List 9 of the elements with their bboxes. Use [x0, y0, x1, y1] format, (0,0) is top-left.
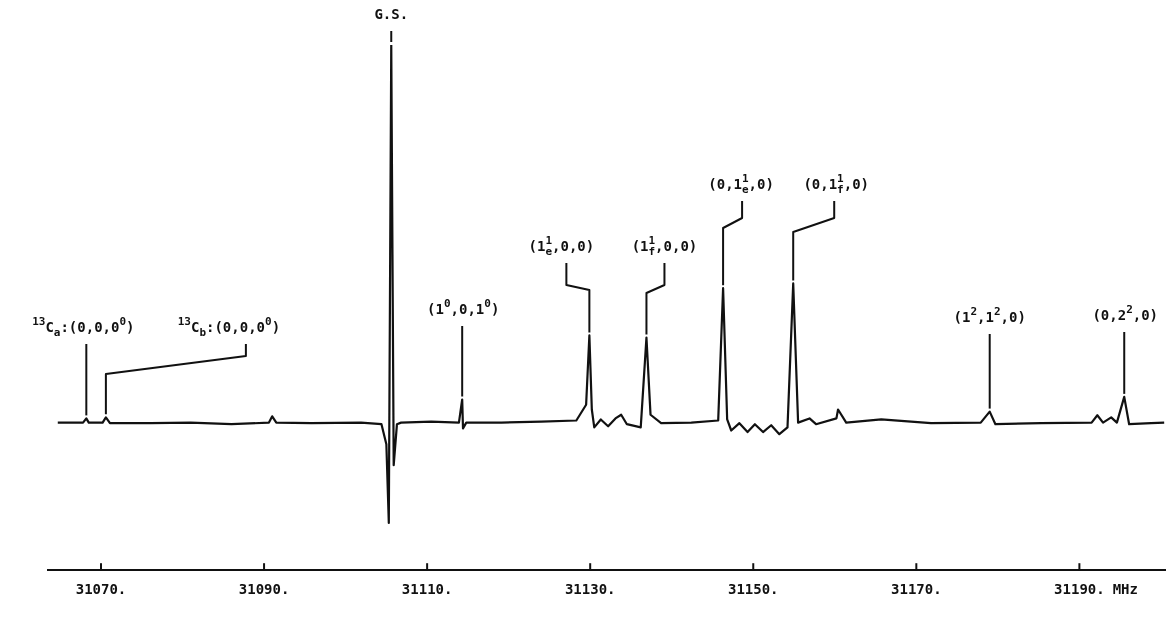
- x-tick-label: 31150.: [727, 581, 779, 598]
- x-tick-label: 31130.: [564, 581, 616, 598]
- x-tick-label: 31070.: [75, 581, 127, 598]
- annotation: G.S.: [374, 5, 409, 22]
- x-tick-label: 31190.: [1054, 581, 1105, 598]
- x-axis-title: MHz: [1112, 580, 1138, 597]
- x-tick-label: 31110.: [401, 581, 453, 598]
- x-tick-label: 31170.: [891, 581, 942, 598]
- x-tick-label: 31090.: [238, 581, 290, 598]
